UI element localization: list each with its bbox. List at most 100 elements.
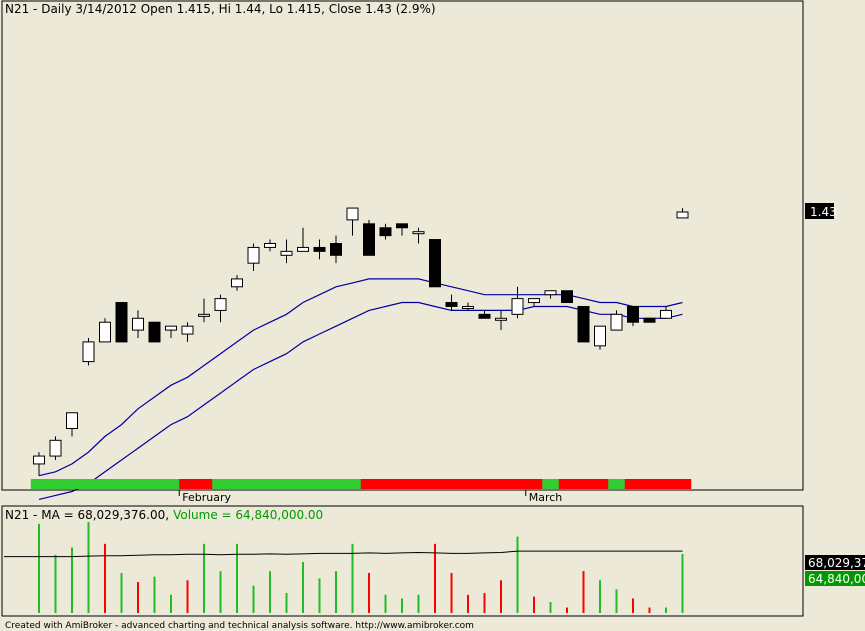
- candle-body: [247, 246, 260, 264]
- candle: [379, 223, 392, 240]
- bands-group: [38, 278, 683, 500]
- candle: [676, 208, 689, 219]
- candle-body: [528, 298, 540, 304]
- candle: [132, 310, 144, 338]
- candle: [412, 227, 425, 244]
- candle: [610, 310, 623, 331]
- candle-body: [660, 309, 672, 319]
- volume-panel: [1, 505, 804, 617]
- trend-bar-segment: [228, 479, 246, 489]
- candle: [594, 325, 606, 350]
- trend-bar-segment: [624, 479, 642, 489]
- candle: [280, 239, 293, 264]
- trend-bar-segment: [146, 479, 164, 489]
- candle-body: [99, 321, 111, 343]
- trend-bar-segment: [80, 479, 98, 489]
- candle: [82, 337, 95, 366]
- candles-group: [33, 207, 689, 476]
- volume-panel-title: N21 - MA = 68,029,376.00, Volume = 64,840…: [5, 508, 323, 522]
- trend-bar-segment: [47, 479, 65, 489]
- candle-body: [445, 302, 458, 307]
- trend-bar-segment: [492, 479, 510, 489]
- ma-tag: [805, 555, 865, 570]
- candle: [429, 239, 441, 288]
- price-tag-text: 1.43: [810, 205, 837, 219]
- candle-body: [346, 207, 359, 221]
- trend-bar-segment: [261, 479, 279, 489]
- date-axis-label: February: [182, 491, 231, 504]
- candle-body: [198, 313, 210, 317]
- candle-body: [363, 223, 375, 256]
- candle: [627, 305, 639, 327]
- volume-ma-line: [4, 550, 683, 558]
- candle-body: [676, 211, 689, 219]
- candle-body: [561, 290, 573, 304]
- candle-body: [231, 278, 243, 288]
- candle: [561, 290, 573, 304]
- trend-bar-segment: [459, 479, 477, 489]
- candle-body: [280, 250, 293, 256]
- candle: [445, 294, 458, 311]
- candle-body: [429, 239, 441, 288]
- trend-bar-segment: [509, 479, 527, 489]
- candle-body: [495, 317, 507, 321]
- candle-body: [33, 455, 45, 465]
- candle: [511, 286, 524, 319]
- trend-bar-segment: [542, 479, 560, 489]
- candle-body: [165, 325, 177, 331]
- trend-bar-segment: [344, 479, 362, 489]
- price-tag: [805, 203, 834, 219]
- candle: [297, 227, 309, 252]
- trend-bar-segment: [96, 479, 114, 489]
- candle: [115, 302, 128, 343]
- trend-bar-segment: [674, 479, 692, 489]
- trend-bar-segment: [608, 479, 626, 489]
- trend-bar-segment: [591, 479, 609, 489]
- candle: [99, 318, 111, 343]
- candle: [198, 298, 210, 323]
- candle: [313, 239, 326, 260]
- footer-credit: Created with AmiBroker - advanced charti…: [5, 621, 474, 631]
- candle: [330, 235, 342, 264]
- date-axis-labels: February March: [178, 490, 563, 504]
- candle-body: [181, 325, 194, 335]
- candle-body: [511, 298, 524, 315]
- candle-body: [396, 223, 408, 229]
- candle: [478, 310, 491, 319]
- trend-bar-segment: [30, 479, 48, 489]
- candle-body: [132, 317, 144, 331]
- candle: [214, 294, 227, 323]
- candle-body: [412, 231, 425, 235]
- trend-bar-segment: [129, 479, 147, 489]
- candle: [247, 243, 260, 272]
- candle-body: [115, 302, 128, 343]
- volume-tag: [805, 571, 865, 586]
- trend-bar-segment: [195, 479, 213, 489]
- candle: [181, 322, 194, 342]
- trend-bar-segment: [278, 479, 296, 489]
- trend-bar-segment: [162, 479, 180, 489]
- candle: [643, 317, 656, 323]
- trend-bar-segment: [63, 479, 81, 489]
- candle-body: [577, 305, 590, 343]
- upper-band-line: [38, 278, 683, 477]
- candle-body: [610, 313, 623, 331]
- trend-bar-segment: [212, 479, 230, 489]
- volume-title-prefix: N21 -: [5, 508, 41, 522]
- candle: [528, 298, 540, 307]
- volume-bars: [38, 522, 684, 613]
- ma-tag-text: 68,029,37: [808, 556, 865, 570]
- volume-tag-text: 64,840,00: [808, 572, 865, 586]
- candle: [264, 239, 276, 252]
- candle: [49, 436, 62, 460]
- candle: [33, 452, 45, 476]
- trend-bar-segment: [443, 479, 461, 489]
- volume-label: Volume = 64,840,000.00: [173, 508, 323, 522]
- trend-bar-segment: [360, 479, 378, 489]
- candle: [66, 412, 78, 437]
- date-axis-label: March: [529, 491, 563, 504]
- candle-body: [627, 305, 639, 323]
- trend-bar-segment: [179, 479, 197, 489]
- candle: [231, 274, 243, 291]
